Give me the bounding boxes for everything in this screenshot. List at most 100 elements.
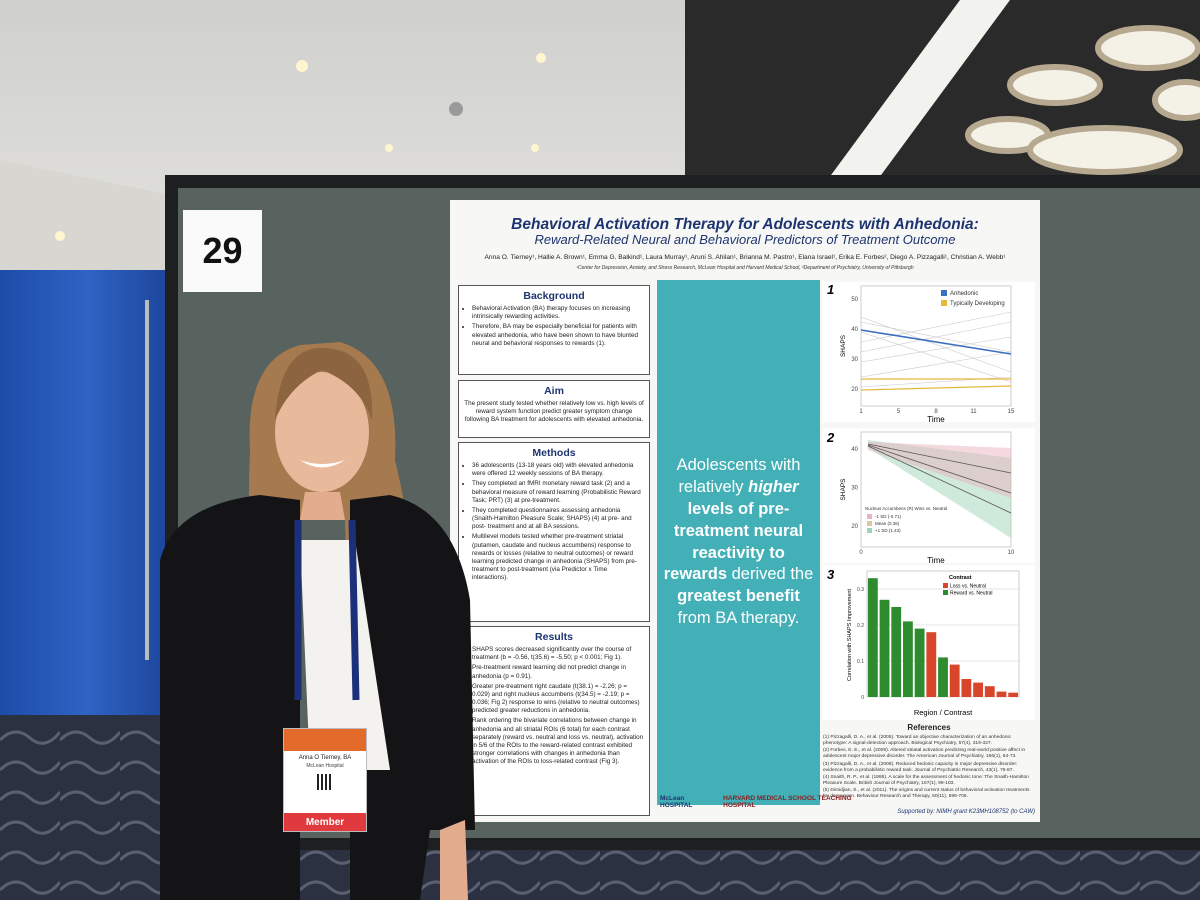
badge-ribbon: Member: [284, 813, 366, 831]
band: [868, 442, 1011, 498]
authors: Anna O. Tierney¹, Hallie A. Brown¹, Emma…: [484, 254, 1006, 261]
references: References (1) Pizzagalli, D. A., et al.…: [823, 723, 1035, 801]
figure-number: 3: [827, 567, 835, 582]
y-tick-label: 0: [861, 695, 864, 701]
bullet: Behavioral Activation (BA) therapy focus…: [472, 305, 644, 321]
reference: (4) Snaith, R. P., et al. (1995). A scal…: [823, 774, 1029, 786]
references-heading: References: [907, 723, 951, 732]
bar: [984, 686, 995, 697]
finding-segment: Adolescents with relatively: [676, 456, 801, 497]
legend-label: Reward vs. Neutral: [950, 591, 993, 597]
x-tick-label: 0: [859, 550, 863, 556]
bar: [996, 691, 1007, 697]
y-tick-label: 40: [851, 447, 858, 453]
section-box: Methods 36 adolescents (13-18 years old) …: [458, 442, 650, 622]
y-tick-label: 20: [851, 387, 858, 393]
finding-segment: greatest benefit: [677, 587, 800, 606]
section-heading: Results: [535, 631, 573, 643]
x-tick-label: 1: [859, 409, 863, 415]
figure-3: 3 0 0.1 0.2 0.3 Correlation with SHAPS Impro…: [823, 565, 1035, 720]
figure-2: 2 40 30 20 0 10 SHAPS Time Nucleus Accumbens (R…: [823, 428, 1035, 563]
affiliation: ¹Center for Depression, Anxiety, and Str…: [576, 265, 914, 271]
section-box: Aim The present study tested whether rela…: [458, 380, 650, 438]
bar: [891, 607, 902, 697]
section-list: Behavioral Activation (BA) therapy focus…: [464, 305, 644, 348]
bullet: They completed an fMRI monetary reward t…: [472, 480, 644, 505]
logos: McLean HOSPITAL HARVARD MEDICAL SCHOOL T…: [660, 795, 860, 809]
figure-number: 2: [826, 430, 835, 445]
finding-segment: derived the: [727, 565, 814, 584]
bar: [867, 578, 878, 697]
y-tick-label: 20: [851, 524, 858, 530]
y-tick-label: 50: [851, 297, 858, 303]
legend-swatch: [941, 300, 947, 306]
poster-subtitle: Reward-Related Neural and Behavioral Pre…: [534, 232, 956, 247]
bullet: Rank ordering the bivariate correlations…: [472, 717, 644, 766]
logo: McLean HOSPITAL: [660, 795, 693, 809]
x-tick-label: 10: [1008, 550, 1015, 556]
finding-segment: rewards: [663, 565, 728, 584]
bar: [961, 679, 972, 697]
fit-lines: [867, 443, 1012, 514]
section-list: 36 adolescents (13-18 years old) with el…: [464, 462, 644, 582]
badge-institution: McLean Hospital: [306, 763, 344, 769]
reference: (1) Pizzagalli, D. A., et al. (2005). To…: [823, 735, 1012, 747]
legend-swatch: [943, 590, 948, 595]
x-axis-label: Time: [927, 556, 945, 563]
bar: [914, 628, 925, 697]
x-axis-label: Time: [927, 415, 945, 422]
section-box: Background Behavioral Activation (BA) the…: [458, 285, 650, 375]
bullet: SHAPS scores decreased significantly ove…: [472, 646, 644, 662]
anhedonic-trend: [860, 329, 1012, 355]
bullet: Pre-treatment reward learning did not pr…: [472, 664, 644, 680]
reference: (2) Forbes, E. E., et al. (2009). Altere…: [823, 748, 1026, 760]
key-finding: Adolescents with relatively higher level…: [657, 280, 820, 805]
x-tick-label: 8: [934, 409, 938, 415]
legend-label: Loss vs. Neutral: [950, 584, 986, 590]
section-heading: Methods: [532, 447, 576, 459]
y-tick-label: 30: [851, 357, 858, 363]
finding-segment: levels of pre-treatment neural reactivit…: [673, 499, 804, 562]
legend-label: Anhedonic: [950, 291, 978, 297]
bullet: Therefore, BA may be especially benefici…: [472, 323, 644, 348]
bar: [903, 621, 913, 697]
key-finding-text: Adolescents with relatively higher level…: [663, 455, 814, 629]
bullet: Multilevel models tested whether pre-tre…: [472, 533, 644, 582]
finding-segment: from BA therapy.: [677, 608, 800, 627]
legend-title: Nucleus Accumbens (R) Wins vs. Neutral: [865, 506, 947, 511]
x-tick-label: 15: [1008, 409, 1015, 415]
legend-label: -1 SD (-0.71): [875, 514, 902, 519]
typical-trend: [860, 378, 1012, 391]
legend-swatch: [941, 290, 947, 296]
legend-swatch: [867, 514, 872, 519]
y-tick-label: 0.3: [857, 587, 864, 593]
legend-swatch: [867, 528, 872, 533]
section-heading: Aim: [544, 385, 564, 397]
section-list: SHAPS scores decreased significantly ove…: [464, 646, 644, 766]
reference-list: (1) Pizzagalli, D. A., et al. (2005). To…: [823, 735, 1035, 800]
legend-label: +1 SD (1.43): [875, 528, 901, 533]
bullet: Greater pre-treatment right caudate (t(3…: [472, 683, 644, 716]
y-tick-label: 0.2: [857, 623, 864, 629]
bar: [879, 599, 890, 697]
y-tick-label: 0.1: [857, 659, 864, 665]
plot-area: [860, 285, 1012, 407]
finding-segment: higher: [748, 478, 799, 497]
poster: Behavioral Activation Therapy for Adoles…: [450, 200, 1040, 822]
x-axis-label: Region / Contrast: [914, 708, 973, 717]
x-tick-label: 5: [897, 409, 901, 415]
poster-title: Behavioral Activation Therapy for Adoles…: [511, 216, 979, 233]
y-tick-label: 30: [851, 486, 858, 492]
section-box: Results SHAPS scores decreased significan…: [458, 626, 650, 816]
legend-label: Mean (0.36): [875, 521, 900, 526]
y-axis-label: Correlation with SHAPS Improvement: [847, 589, 853, 681]
section-heading: Background: [523, 290, 585, 302]
bullet: They completed questionnaires assessing …: [472, 507, 644, 532]
legend-swatch: [867, 521, 872, 526]
figure-number: 1: [827, 282, 834, 297]
bar: [949, 664, 960, 697]
logo: HARVARD MEDICAL SCHOOL TEACHING HOSPITAL: [723, 795, 852, 809]
